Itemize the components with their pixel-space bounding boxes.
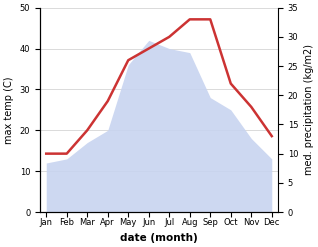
X-axis label: date (month): date (month) — [120, 233, 198, 243]
Y-axis label: med. precipitation (kg/m2): med. precipitation (kg/m2) — [304, 44, 314, 175]
Y-axis label: max temp (C): max temp (C) — [4, 76, 14, 144]
